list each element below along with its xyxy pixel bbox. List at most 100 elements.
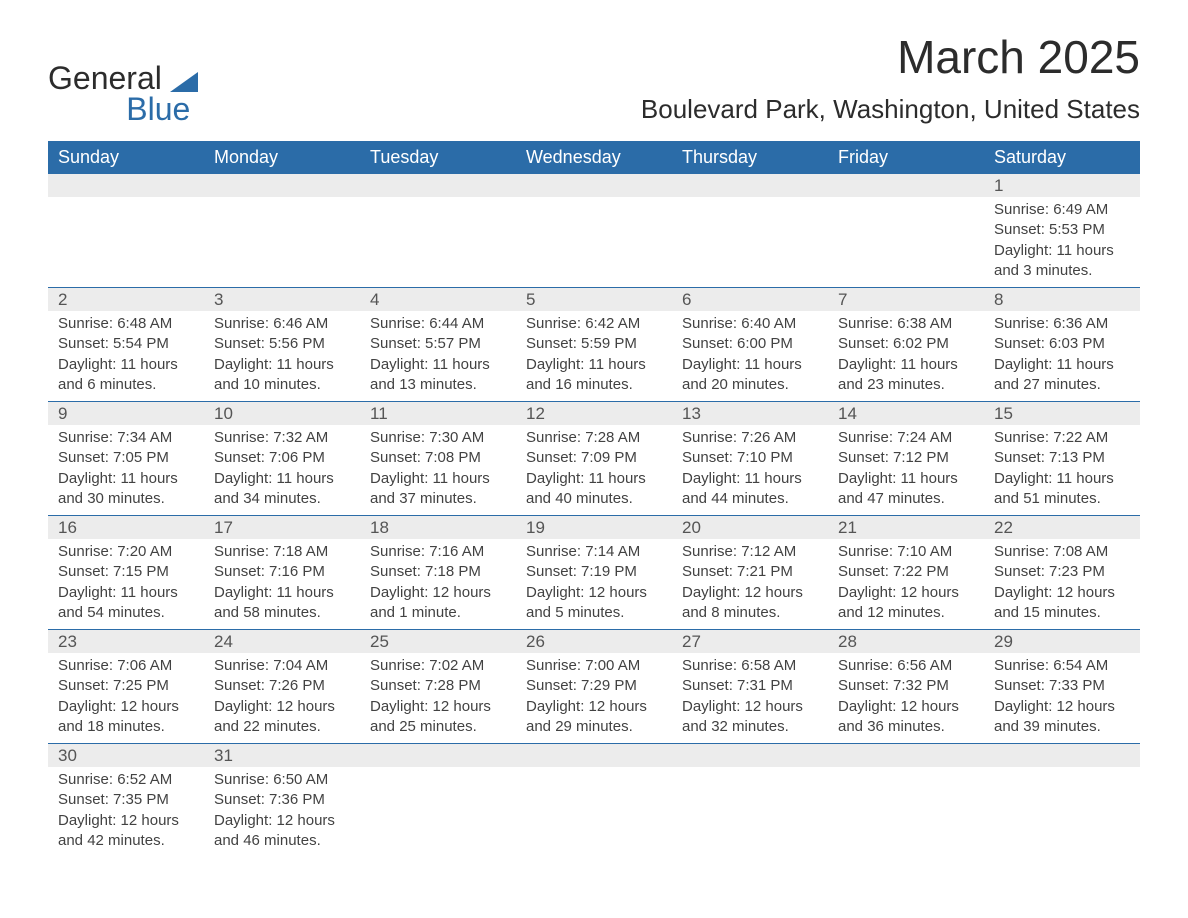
detail-line: Sunrise: 7:14 AM bbox=[526, 542, 662, 562]
detail-line: Sunrise: 6:36 AM bbox=[994, 314, 1130, 334]
day-number: 30 bbox=[48, 744, 204, 768]
detail-line: Daylight: 11 hours bbox=[994, 355, 1130, 375]
day-number bbox=[828, 174, 984, 197]
day-number: 28 bbox=[828, 630, 984, 654]
day-details: Sunrise: 6:40 AMSunset: 6:00 PMDaylight:… bbox=[672, 311, 828, 402]
day-details: Sunrise: 7:14 AMSunset: 7:19 PMDaylight:… bbox=[516, 539, 672, 630]
detail-line: Daylight: 11 hours bbox=[58, 583, 194, 603]
detail-line: and 30 minutes. bbox=[58, 489, 194, 509]
detail-line: and 1 minute. bbox=[370, 603, 506, 623]
day-details: Sunrise: 6:46 AMSunset: 5:56 PMDaylight:… bbox=[204, 311, 360, 402]
detail-line: and 22 minutes. bbox=[214, 717, 350, 737]
day-details: Sunrise: 7:20 AMSunset: 7:15 PMDaylight:… bbox=[48, 539, 204, 630]
detail-line: Sunset: 6:02 PM bbox=[838, 334, 974, 354]
detail-line: Sunset: 7:29 PM bbox=[526, 676, 662, 696]
day-detail-row: Sunrise: 7:34 AMSunset: 7:05 PMDaylight:… bbox=[48, 425, 1140, 516]
day-details: Sunrise: 6:56 AMSunset: 7:32 PMDaylight:… bbox=[828, 653, 984, 744]
detail-line: and 25 minutes. bbox=[370, 717, 506, 737]
detail-line: Sunset: 7:05 PM bbox=[58, 448, 194, 468]
day-number: 16 bbox=[48, 516, 204, 540]
detail-line: and 47 minutes. bbox=[838, 489, 974, 509]
day-details bbox=[360, 197, 516, 288]
detail-line: Daylight: 11 hours bbox=[214, 355, 350, 375]
day-details: Sunrise: 7:26 AMSunset: 7:10 PMDaylight:… bbox=[672, 425, 828, 516]
detail-line: Sunrise: 7:22 AM bbox=[994, 428, 1130, 448]
day-header: Tuesday bbox=[360, 141, 516, 174]
detail-line: Sunset: 5:57 PM bbox=[370, 334, 506, 354]
day-details: Sunrise: 7:04 AMSunset: 7:26 PMDaylight:… bbox=[204, 653, 360, 744]
day-details bbox=[672, 197, 828, 288]
day-detail-row: Sunrise: 7:06 AMSunset: 7:25 PM Daylight:… bbox=[48, 653, 1140, 744]
day-number: 22 bbox=[984, 516, 1140, 540]
detail-line: Sunset: 7:32 PM bbox=[838, 676, 974, 696]
day-number bbox=[360, 174, 516, 197]
detail-line: and 29 minutes. bbox=[526, 717, 662, 737]
detail-line: Sunset: 5:56 PM bbox=[214, 334, 350, 354]
detail-line: Daylight: 12 hours bbox=[370, 583, 506, 603]
detail-line: and 32 minutes. bbox=[682, 717, 818, 737]
day-number-row: 3031 bbox=[48, 744, 1140, 768]
day-detail-row: Sunrise: 7:20 AMSunset: 7:15 PMDaylight:… bbox=[48, 539, 1140, 630]
detail-line: Sunset: 7:10 PM bbox=[682, 448, 818, 468]
day-number: 15 bbox=[984, 402, 1140, 426]
day-number: 12 bbox=[516, 402, 672, 426]
day-number: 8 bbox=[984, 288, 1140, 312]
day-details: Sunrise: 6:38 AMSunset: 6:02 PMDaylight:… bbox=[828, 311, 984, 402]
detail-line: and 20 minutes. bbox=[682, 375, 818, 395]
day-details: Sunrise: 6:42 AMSunset: 5:59 PMDaylight:… bbox=[516, 311, 672, 402]
detail-line: and 15 minutes. bbox=[994, 603, 1130, 623]
detail-line: and 5 minutes. bbox=[526, 603, 662, 623]
detail-line: Sunrise: 6:40 AM bbox=[682, 314, 818, 334]
day-detail-row: Sunrise: 6:52 AMSunset: 7:35 PMDaylight:… bbox=[48, 767, 1140, 857]
detail-line: Daylight: 12 hours bbox=[214, 811, 350, 831]
detail-line: and 51 minutes. bbox=[994, 489, 1130, 509]
detail-line: Daylight: 12 hours bbox=[214, 697, 350, 717]
detail-line: Daylight: 11 hours bbox=[370, 469, 506, 489]
detail-line: Sunset: 7:06 PM bbox=[214, 448, 350, 468]
detail-line: Sunset: 5:53 PM bbox=[994, 220, 1130, 240]
detail-line: Sunset: 7:13 PM bbox=[994, 448, 1130, 468]
detail-line: and 42 minutes. bbox=[58, 831, 194, 851]
detail-line: Sunset: 7:09 PM bbox=[526, 448, 662, 468]
detail-line: and 27 minutes. bbox=[994, 375, 1130, 395]
detail-line: Daylight: 12 hours bbox=[838, 697, 974, 717]
detail-line: and 23 minutes. bbox=[838, 375, 974, 395]
day-details bbox=[48, 197, 204, 288]
detail-line: and 6 minutes. bbox=[58, 375, 194, 395]
detail-line: Sunrise: 6:54 AM bbox=[994, 656, 1130, 676]
day-detail-row: Sunrise: 6:49 AMSunset: 5:53 PMDaylight:… bbox=[48, 197, 1140, 288]
day-number: 29 bbox=[984, 630, 1140, 654]
day-details bbox=[828, 197, 984, 288]
detail-line: and 16 minutes. bbox=[526, 375, 662, 395]
detail-line: Daylight: 12 hours bbox=[994, 697, 1130, 717]
day-number: 24 bbox=[204, 630, 360, 654]
calendar-header-row: SundayMondayTuesdayWednesdayThursdayFrid… bbox=[48, 141, 1140, 174]
detail-line: Sunrise: 6:42 AM bbox=[526, 314, 662, 334]
day-number: 4 bbox=[360, 288, 516, 312]
day-details: Sunrise: 6:36 AMSunset: 6:03 PMDaylight:… bbox=[984, 311, 1140, 402]
day-number bbox=[672, 174, 828, 197]
detail-line: Daylight: 11 hours bbox=[370, 355, 506, 375]
detail-line: Sunset: 7:08 PM bbox=[370, 448, 506, 468]
detail-line: and 10 minutes. bbox=[214, 375, 350, 395]
day-details: Sunrise: 7:06 AMSunset: 7:25 PMDaylight:… bbox=[48, 653, 204, 744]
detail-line: Sunset: 7:33 PM bbox=[994, 676, 1130, 696]
detail-line: Sunset: 7:18 PM bbox=[370, 562, 506, 582]
detail-line: and 36 minutes. bbox=[838, 717, 974, 737]
detail-line: Sunrise: 7:06 AM bbox=[58, 656, 194, 676]
day-details bbox=[984, 767, 1140, 857]
day-details: Sunrise: 7:00 AMSunset: 7:29 PMDaylight:… bbox=[516, 653, 672, 744]
day-details: Sunrise: 6:52 AMSunset: 7:35 PMDaylight:… bbox=[48, 767, 204, 857]
detail-line: Sunset: 5:59 PM bbox=[526, 334, 662, 354]
detail-line: Sunrise: 7:20 AM bbox=[58, 542, 194, 562]
day-details: Sunrise: 7:32 AMSunset: 7:06 PMDaylight:… bbox=[204, 425, 360, 516]
day-header: Friday bbox=[828, 141, 984, 174]
detail-line: and 46 minutes. bbox=[214, 831, 350, 851]
detail-line: Sunset: 7:16 PM bbox=[214, 562, 350, 582]
day-number: 31 bbox=[204, 744, 360, 768]
day-details: Sunrise: 6:44 AMSunset: 5:57 PMDaylight:… bbox=[360, 311, 516, 402]
detail-line: Daylight: 11 hours bbox=[214, 469, 350, 489]
detail-line: Sunset: 7:25 PM bbox=[58, 676, 194, 696]
detail-line: and 54 minutes. bbox=[58, 603, 194, 623]
day-number: 17 bbox=[204, 516, 360, 540]
